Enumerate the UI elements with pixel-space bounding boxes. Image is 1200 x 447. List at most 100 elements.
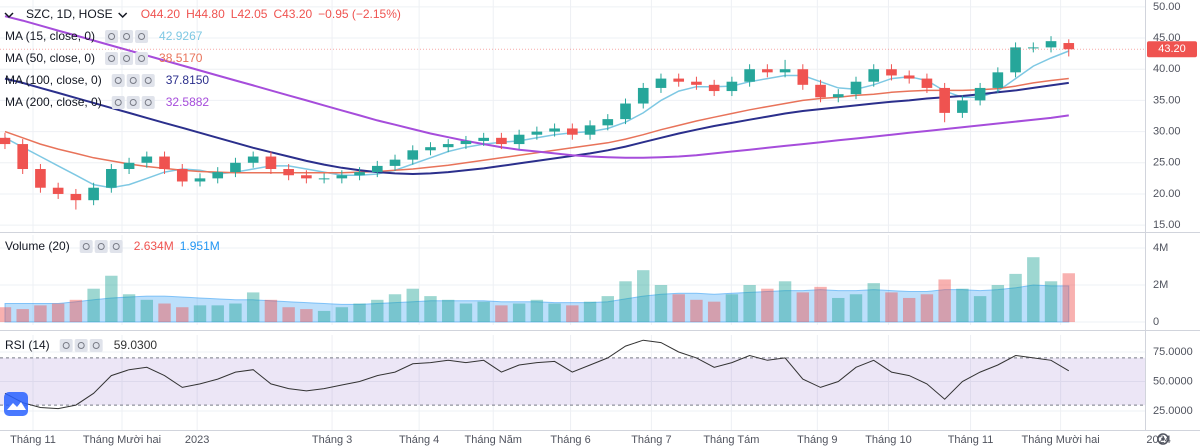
visibility-toggle[interactable] xyxy=(111,96,125,109)
candle-body xyxy=(549,128,560,132)
settings-toggle[interactable] xyxy=(126,96,140,109)
candle-body xyxy=(708,84,720,92)
visibility-toggle[interactable] xyxy=(105,30,119,43)
visibility-toggle[interactable] xyxy=(59,339,73,352)
remove-toggle[interactable] xyxy=(89,339,103,352)
marks xyxy=(0,15,1145,410)
candle-body xyxy=(513,134,525,145)
settings-toggle[interactable] xyxy=(120,30,134,43)
visibility-toggle[interactable] xyxy=(111,74,125,87)
candle-body xyxy=(354,172,365,176)
volume-bar xyxy=(583,301,597,323)
candle-body xyxy=(921,78,933,88)
rsi-line xyxy=(4,339,1070,410)
volume-bar xyxy=(938,279,951,323)
gear-icon xyxy=(1157,433,1169,445)
candle-body xyxy=(691,81,702,85)
settings-button[interactable] xyxy=(1157,433,1169,445)
candle-body xyxy=(88,187,99,201)
legend-controls[interactable] xyxy=(105,30,149,43)
y-tick-label: 0 xyxy=(1153,316,1159,328)
icon-glyph xyxy=(138,33,146,40)
candle-body xyxy=(974,87,986,101)
candle-body xyxy=(957,100,968,113)
logo[interactable] xyxy=(4,392,28,416)
candle-body xyxy=(478,137,489,141)
last-price-label: 43.20 xyxy=(1158,43,1186,55)
volume-bar xyxy=(105,275,118,323)
remove-toggle[interactable] xyxy=(135,52,149,65)
volume-bar xyxy=(1044,281,1058,323)
candle-body xyxy=(815,84,826,98)
legend-controls[interactable] xyxy=(111,74,155,87)
y-tick-label: 20.00 xyxy=(1153,188,1181,200)
x-tick-label: Tháng Mười hai xyxy=(83,434,161,446)
ohlc-value: O44.20 xyxy=(141,7,181,21)
settings-toggle[interactable] xyxy=(94,240,108,253)
x-tick-label: Tháng 11 xyxy=(10,434,56,446)
settings-toggle[interactable] xyxy=(120,52,134,65)
icon-glyph xyxy=(108,33,116,40)
candle-body xyxy=(52,187,64,194)
x-tick-label: Tháng 9 xyxy=(797,434,837,446)
volume-bar xyxy=(229,303,242,323)
candle-body xyxy=(673,78,685,82)
volume-bar xyxy=(282,307,295,323)
candle-body xyxy=(35,169,46,188)
candle-body xyxy=(1045,41,1057,48)
candle-body xyxy=(159,156,170,170)
volume-bar xyxy=(512,303,526,323)
icon-glyph xyxy=(114,77,122,84)
candle-body xyxy=(992,72,1004,88)
volume-bar xyxy=(388,294,402,323)
settings-toggle[interactable] xyxy=(126,74,140,87)
volume-bar xyxy=(495,305,508,323)
candle-body xyxy=(70,193,82,201)
candle-body xyxy=(247,156,259,163)
volume-bar xyxy=(69,299,83,323)
icon-glyph xyxy=(92,342,100,349)
candle-body xyxy=(336,175,348,179)
volume-bar xyxy=(158,303,171,323)
x-tick-label: Tháng 7 xyxy=(631,434,671,446)
indicator-name: MA (50, close, 0) xyxy=(5,51,95,65)
candle-body xyxy=(602,119,614,126)
y-tick-label: 25.0000 xyxy=(1153,405,1193,417)
x-tick-label: Tháng 4 xyxy=(399,434,439,446)
symbol-menu[interactable] xyxy=(118,12,128,19)
volume-bar xyxy=(725,294,739,323)
volume-bar xyxy=(849,294,863,323)
volume-bar xyxy=(122,294,136,323)
legend-controls[interactable] xyxy=(111,96,155,109)
legend-controls[interactable] xyxy=(79,240,123,253)
candle-body xyxy=(371,165,383,173)
volume-bar xyxy=(530,299,544,323)
legend-controls[interactable] xyxy=(59,339,103,352)
visibility-toggle[interactable] xyxy=(79,240,93,253)
remove-toggle[interactable] xyxy=(109,240,123,253)
icon-glyph xyxy=(138,55,146,62)
visibility-toggle[interactable] xyxy=(105,52,119,65)
volume-bar xyxy=(814,286,827,323)
indicator-value: 1.951M xyxy=(180,239,220,253)
volume-bar xyxy=(1009,273,1022,323)
candle-body xyxy=(141,156,153,163)
collapse-toggle[interactable] xyxy=(4,12,14,19)
legend-controls[interactable] xyxy=(105,52,149,65)
candle-body xyxy=(1063,43,1075,50)
settings-toggle[interactable] xyxy=(74,339,88,352)
remove-toggle[interactable] xyxy=(141,96,155,109)
icon-glyph xyxy=(97,243,105,250)
volume-bar xyxy=(707,301,721,323)
candle-body xyxy=(1027,47,1039,49)
rsi-band xyxy=(0,357,1145,406)
volume-bar xyxy=(459,303,473,323)
x-tick-label: Tháng 11 xyxy=(948,434,994,446)
indicator-name: MA (200, close, 0) xyxy=(5,95,102,109)
remove-toggle[interactable] xyxy=(141,74,155,87)
moving-average-line xyxy=(4,15,1069,159)
icon-glyph xyxy=(112,243,120,250)
remove-toggle[interactable] xyxy=(135,30,149,43)
